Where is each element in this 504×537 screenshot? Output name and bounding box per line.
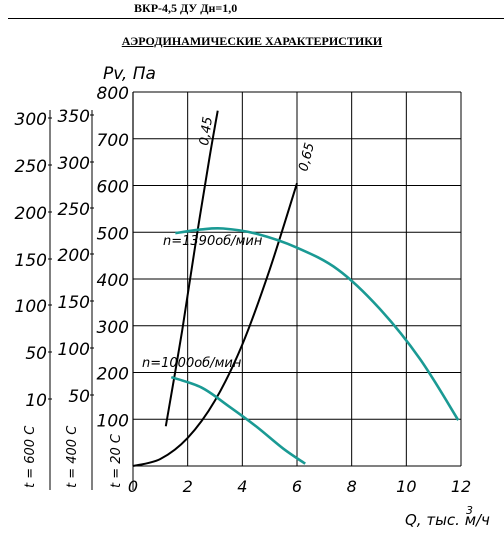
resistance-line — [164, 110, 219, 427]
chart-title: АЭРОДИНАМИЧЕСКИЕ ХАРАКТЕРИСТИКИ — [121, 34, 383, 48]
temperature-tick-label: 150 — [15, 251, 47, 271]
y-axis-title: Pv, Па — [103, 64, 156, 84]
temperature-axis-label: t = 400 C — [65, 425, 80, 488]
temperature-tick-label: 250 — [58, 200, 90, 220]
temperature-tick-label: 300 — [58, 154, 90, 174]
x-axis-title-superscript: 3 — [466, 504, 473, 517]
y-tick-label: 100 — [97, 411, 129, 431]
temperature-tick-label: 50 — [25, 344, 47, 364]
y-tick-label: 700 — [97, 131, 129, 151]
x-tick-label: 6 — [292, 477, 302, 496]
temperature-tick-label: 200 — [58, 246, 90, 266]
y-tick-label: 200 — [97, 365, 129, 385]
temperature-tick-label: 200 — [15, 204, 47, 224]
temperature-tick-label: 150 — [58, 293, 90, 313]
model-header-bar: ВКР-4,5 ДУ Дн=1,0 — [8, 0, 504, 19]
y-tick-label: 600 — [97, 178, 129, 198]
x-tick-label: 2 — [183, 477, 193, 496]
temperature-tick-label: 300 — [15, 110, 47, 130]
temperature-tick-label: 250 — [15, 157, 47, 177]
temperature-tick-label: 350 — [58, 107, 90, 127]
y-tick-label: 400 — [97, 271, 129, 291]
y-tick-label: 300 — [97, 318, 129, 338]
x-tick-label: 12 — [451, 477, 471, 496]
x-axis-title-unit: /ч — [474, 511, 490, 529]
x-tick-label: 10 — [396, 477, 416, 496]
model-designation: ВКР-4,5 ДУ Дн=1,0 — [134, 1, 238, 15]
fan-curve — [170, 375, 306, 465]
y-tick-label: 500 — [97, 224, 129, 244]
series-label-1000: n=1000об/мин — [142, 356, 242, 371]
y-tick-label: 800 — [97, 84, 129, 104]
x-tick-label: 8 — [347, 477, 357, 496]
resistance-line — [132, 182, 298, 467]
fan-curve — [175, 226, 460, 421]
x-axis-title: Q, тыс. м — [405, 511, 476, 529]
resistance-label-045: 0,45 — [197, 116, 216, 147]
x-tick-label: 4 — [237, 477, 247, 496]
series-label-1390: n=1390об/мин — [163, 234, 263, 249]
temperature-axis-label: t = 20 C — [109, 433, 124, 488]
temperature-tick-label: 100 — [58, 340, 90, 360]
temperature-axis-label: t = 600 C — [23, 425, 38, 488]
temperature-tick-label: 50 — [68, 387, 90, 407]
temperature-tick-label: 100 — [15, 297, 47, 317]
resistance-label-065: 0,65 — [296, 141, 318, 173]
temperature-tick-label: 10 — [25, 391, 47, 411]
